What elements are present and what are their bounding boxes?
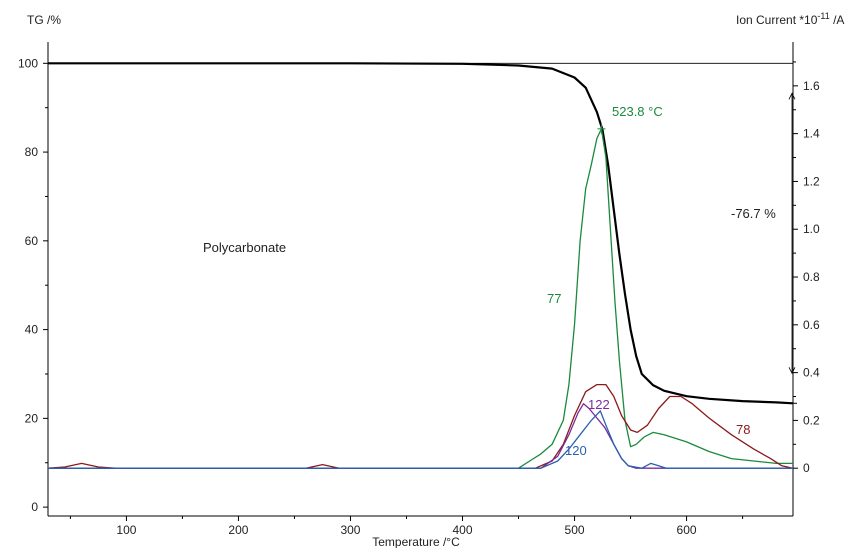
x-tick-label-100: 100 [116,523,136,537]
y-left-tick-label-40: 40 [25,323,39,337]
series-line-m78 [47,383,794,469]
series-label-120: 120 [565,443,587,458]
series-line-m122 [48,403,793,469]
x-tick-label-200: 200 [228,523,248,537]
mass-loss-arrow-head-top [788,92,796,100]
x-tick-label-600: 600 [677,523,697,537]
y-left-axis-label: TG /% [27,13,61,27]
y-right-tick-label-8: 1.6 [803,79,820,93]
mass-loss-arrow-head-bottom [788,367,796,375]
series-line-m77 [48,128,793,469]
y-right-tick-label-3: 0.6 [803,318,820,332]
peak-temperature-label: 523.8 °C [612,104,663,119]
y-right-axis-label-unit: /A [830,13,845,27]
sample-label: Polycarbonate [203,240,286,255]
y-left-tick-label-0: 0 [31,500,38,514]
series-label-122: 122 [588,397,610,412]
y-right-tick-label-2: 0.4 [803,366,820,380]
annotations-group [48,62,797,404]
x-axis-label: Temperature /°C [372,535,460,548]
y-right-axis-label-exponent: -11 [817,11,829,21]
y-right-tick-label-0: 0 [803,461,810,475]
axes: 100 200 300 400 500 600 0 20 40 60 80 100 0 0.2 0.4 0.6… [18,42,820,537]
y-right-tick-label-5: 1.0 [803,222,820,236]
x-tick-label-500: 500 [565,523,585,537]
mass-loss-label: -76.7 % [731,206,776,221]
series-label-78: 78 [736,422,750,437]
y-right-tick-label-1: 0.2 [803,413,820,427]
y-left-tick-label-80: 80 [25,145,39,159]
y-left-tick-label-60: 60 [25,234,39,248]
y-right-axis-label: Ion Current *10-11 /A [736,11,844,27]
series-line-m120 [48,410,793,469]
y-right-tick-label-6: 1.2 [803,174,820,188]
x-tick-label-300: 300 [340,523,360,537]
y-left-tick-label-20: 20 [25,411,39,425]
series-label-77: 77 [547,291,561,306]
y-right-tick-label-7: 1.4 [803,127,820,141]
y-right-axis-label-main: Ion Current *10 [736,13,818,27]
x-tick-label-400: 400 [452,523,472,537]
series-line-tg [48,62,794,405]
y-right-tick-label-4: 0.8 [803,270,820,284]
y-left-tick-label-100: 100 [18,56,38,70]
series-group [47,62,794,469]
